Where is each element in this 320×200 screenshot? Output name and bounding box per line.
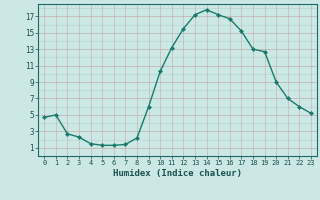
X-axis label: Humidex (Indice chaleur): Humidex (Indice chaleur) — [113, 169, 242, 178]
